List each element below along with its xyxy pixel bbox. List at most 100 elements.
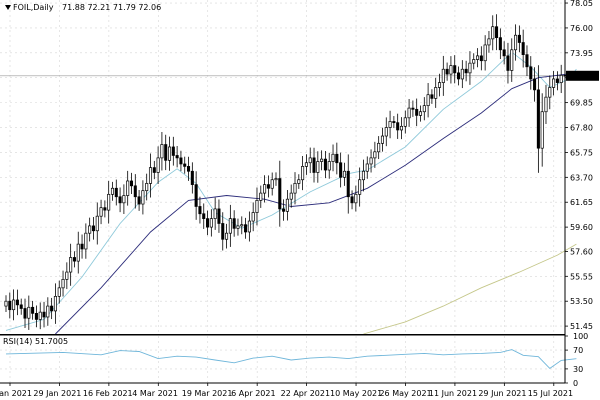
candle-down	[498, 37, 502, 51]
candle-up	[141, 190, 145, 205]
candle-up	[342, 170, 346, 178]
candle-up	[369, 157, 373, 165]
candle-down	[312, 157, 316, 173]
candle-up	[57, 287, 61, 297]
candle-down	[103, 207, 107, 211]
candle-up	[293, 183, 297, 194]
candle-up	[426, 94, 430, 107]
candle-up	[213, 208, 217, 219]
x-tick-label: 29 Jan 2021	[33, 389, 81, 398]
candle-down	[164, 144, 168, 161]
candle-up	[449, 65, 453, 75]
candle-down	[464, 68, 468, 74]
candle-down	[34, 313, 38, 320]
candle-down	[91, 225, 95, 232]
candle-down	[31, 306, 35, 314]
candle-up	[263, 184, 267, 194]
candle-up	[514, 34, 518, 51]
candle-up	[301, 166, 305, 181]
candle-down	[171, 146, 175, 156]
candle-up	[251, 212, 255, 222]
candle-up	[544, 96, 548, 113]
candle-up	[358, 179, 362, 195]
candle-up	[148, 167, 153, 184]
candle-down	[502, 49, 506, 57]
candle-down	[521, 42, 525, 56]
candle-down	[266, 184, 270, 189]
candle-down	[445, 68, 449, 75]
y-tick-label: 73.95	[570, 49, 593, 58]
x-tick-label: 6 Apr 2021	[231, 389, 275, 398]
y-tick-label: 78.05	[570, 0, 593, 8]
candle-down	[179, 157, 183, 165]
candle-down	[282, 208, 286, 212]
rsi-line	[5, 349, 577, 369]
candle-up	[4, 300, 8, 307]
candle-up	[422, 105, 426, 113]
candle-up	[259, 192, 263, 201]
candle-down	[506, 55, 510, 71]
candle-up	[304, 162, 308, 167]
candle-up	[247, 220, 251, 233]
candle-down	[23, 308, 27, 319]
candle-down	[152, 167, 156, 173]
candle-down	[194, 184, 198, 207]
dropdown-triangle-icon[interactable]	[5, 5, 11, 10]
candle-down	[114, 187, 118, 198]
x-tick-label: 22 Apr 2021	[281, 389, 330, 398]
candle-down	[80, 243, 84, 250]
candle-up	[373, 151, 377, 159]
candle-up	[434, 87, 438, 99]
y-tick-label: 67.80	[570, 124, 593, 133]
candle-down	[198, 206, 202, 215]
candle-down	[187, 166, 191, 172]
candle-up	[297, 179, 301, 184]
candle-up	[418, 111, 423, 116]
ma_slow-line	[363, 243, 577, 335]
candle-down	[555, 78, 559, 83]
candle-up	[365, 163, 369, 172]
x-tick-label: 10 May 2021	[330, 389, 382, 398]
symbol-label: FOIL,Daily	[13, 3, 54, 12]
candles	[4, 14, 567, 330]
candle-down	[456, 72, 461, 80]
candle-up	[255, 200, 259, 213]
candle-up	[27, 306, 31, 319]
candle-down	[453, 65, 457, 74]
candle-down	[183, 163, 187, 167]
candle-up	[126, 180, 130, 196]
candle-up	[53, 295, 57, 312]
candle-up	[110, 187, 115, 195]
candle-down	[15, 299, 19, 306]
candle-down	[479, 55, 483, 62]
candle-up	[46, 305, 50, 318]
candle-up	[380, 135, 384, 144]
x-tick-label: 16 Feb 2021	[83, 389, 133, 398]
candle-up	[65, 271, 69, 280]
candle-down	[19, 304, 23, 309]
y-tick-label: 63.70	[570, 173, 593, 182]
candle-up	[167, 146, 172, 161]
candle-down	[323, 158, 327, 171]
candle-up	[289, 192, 293, 200]
candle-up	[88, 225, 92, 234]
candle-up	[476, 55, 480, 60]
y-tick-label: 51.45	[570, 322, 593, 331]
candle-down	[50, 305, 54, 312]
ohlc-readout: 71.88 72.21 71.79 72.06	[62, 3, 161, 12]
candle-down	[517, 34, 521, 43]
candle-up	[468, 62, 472, 74]
candle-up	[361, 170, 365, 181]
candle-up	[38, 311, 42, 320]
x-tick-label: 29 Jun 2021	[478, 389, 526, 398]
candle-down	[350, 196, 354, 204]
x-tick-label: 4 Mar 2021	[132, 389, 178, 398]
y-tick-label: 55.55	[570, 272, 593, 281]
candle-up	[437, 82, 442, 88]
candle-up	[327, 161, 331, 171]
candle-up	[122, 195, 126, 204]
candle-down	[244, 224, 248, 233]
candle-up	[491, 26, 495, 40]
